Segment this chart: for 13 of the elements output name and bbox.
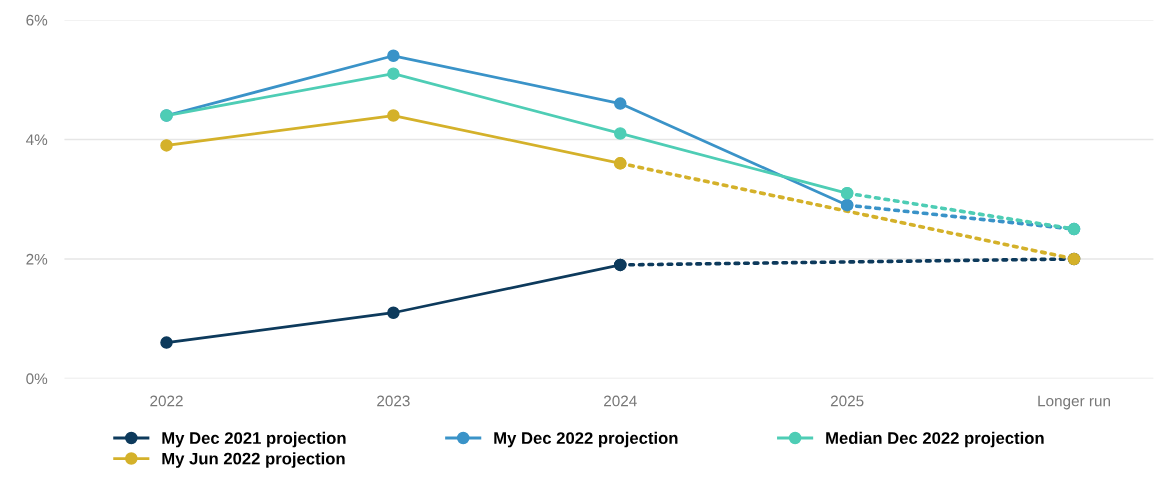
y-tick-label: 6% [26, 14, 48, 26]
x-tick-label: 2025 [830, 395, 864, 407]
x-tick-label: 2023 [377, 395, 410, 407]
y-tick-label: 0% [26, 373, 48, 385]
y-tick-label: 2% [26, 253, 48, 265]
x-tick-label: 2022 [150, 395, 183, 407]
legend-label: My Dec 2022 projection [494, 431, 678, 448]
y-tick-label: 4% [26, 134, 48, 146]
legend-label: Median Dec 2022 projection [826, 431, 1044, 448]
x-tick-label: Longer run [1038, 395, 1110, 410]
legend-label: My Dec 2021 projection [162, 431, 346, 448]
legend-label: My Jun 2022 projection [162, 452, 345, 468]
x-tick-label: 2024 [604, 395, 637, 407]
